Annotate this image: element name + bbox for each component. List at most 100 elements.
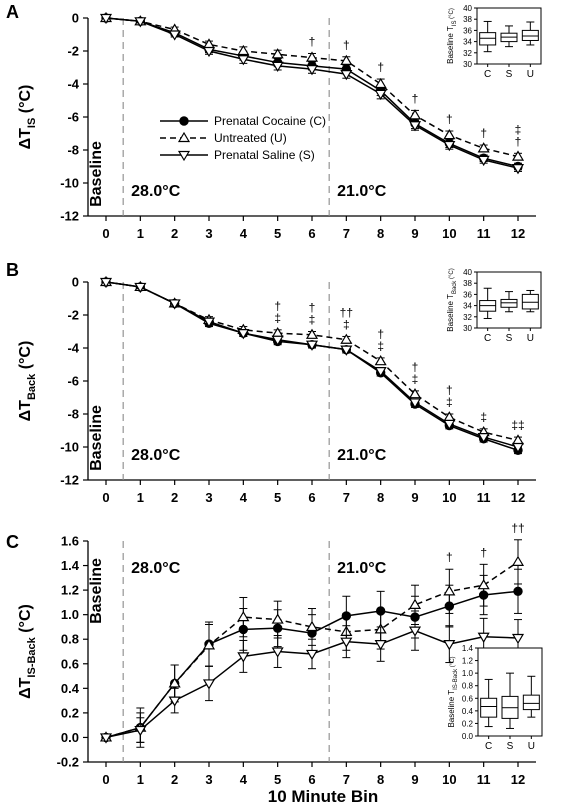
y-tick-label: 0	[72, 275, 79, 290]
data-point	[271, 647, 284, 658]
legend-label: Untreated (U)	[214, 131, 287, 145]
x-tick-label: 0	[102, 490, 109, 505]
data-point	[305, 51, 319, 62]
data-point	[134, 17, 147, 28]
data-point	[271, 335, 284, 346]
inset-category-label: S	[507, 741, 514, 752]
data-point	[237, 44, 250, 56]
data-point	[202, 317, 216, 328]
x-tick-label: 4	[240, 772, 248, 787]
inset-y-label: Baseline TIS (°C)	[446, 8, 458, 64]
data-point	[202, 46, 216, 58]
inset-category-label: C	[485, 741, 492, 752]
significance-mark: †	[446, 383, 453, 397]
x-tick-label: 10	[442, 490, 456, 505]
legend-marker	[177, 150, 191, 162]
significance-mark: ‡	[480, 410, 487, 424]
x-tick-label: 8	[377, 490, 384, 505]
inset-y-label-sub: IS-Back	[453, 668, 459, 690]
phase-label-baseline: Baseline	[88, 558, 105, 624]
x-tick-label: 10	[442, 226, 456, 241]
data-point	[237, 55, 250, 66]
data-point	[237, 329, 250, 340]
data-point	[99, 733, 113, 744]
inset-y-tick-label: 36	[463, 26, 472, 35]
y-tick-label: -2	[67, 44, 79, 59]
inset-box	[521, 29, 539, 41]
inset-y-tick-label: 34	[463, 302, 472, 311]
data-point	[408, 121, 422, 132]
y-axis-label: ΔTIS-Back (°C)	[17, 604, 38, 699]
inset-y-label-sub: Back	[452, 280, 458, 294]
inset-y-label-sub: IS	[452, 21, 458, 27]
significance-mark: †	[412, 360, 419, 374]
x-tick-label: 3	[205, 490, 212, 505]
data-point	[340, 637, 353, 648]
inset-y-tick-label: 40	[463, 268, 472, 277]
inset-box-plot: 30 32 34 36 38 40 Baseline TBack (°C) C S U	[446, 268, 542, 344]
significance-mark: †	[515, 134, 522, 148]
x-tick-label: 9	[411, 772, 418, 787]
data-point	[511, 442, 525, 454]
data-point	[443, 640, 456, 651]
x-tick-label: 11	[477, 226, 491, 241]
inset-box	[500, 298, 518, 308]
inset-box	[522, 694, 540, 711]
y-tick-label: 1.0	[61, 607, 79, 622]
inset-y-tick-label: 0.2	[462, 719, 474, 728]
y-axis-label-unit: (°C)	[17, 341, 34, 374]
panel-letter: B	[6, 260, 19, 280]
significance-mark: †	[480, 126, 487, 140]
x-tick-label: 11	[477, 490, 491, 505]
data-point	[477, 433, 490, 444]
inset-y-tick-label: 0.0	[462, 732, 474, 741]
data-point	[374, 367, 387, 378]
x-tick-label: 11	[477, 772, 491, 787]
data-point	[340, 345, 353, 356]
x-tick-label: 1	[137, 226, 144, 241]
phase-label-baseline: Baseline	[88, 141, 105, 207]
inset-y-tick-label: 0.4	[462, 707, 474, 716]
data-point	[237, 610, 250, 622]
x-tick-label: 2	[171, 226, 178, 241]
y-axis-label: ΔTBack (°C)	[17, 341, 38, 422]
data-point	[168, 677, 181, 688]
y-tick-label: -4	[67, 77, 79, 92]
data-point	[443, 419, 456, 431]
data-point	[477, 632, 490, 643]
data-point	[271, 48, 284, 59]
x-tick-label: 9	[411, 226, 418, 241]
significance-mark: †	[274, 299, 281, 313]
y-tick-label: -2	[67, 308, 79, 323]
data-point	[168, 696, 181, 707]
inset-box	[480, 697, 498, 718]
legend-label: Prenatal Saline (S)	[214, 148, 315, 162]
legend-label: Prenatal Cocaine (C)	[214, 114, 326, 128]
legend: Prenatal Cocaine (C) Untreated (U) Prenata…	[160, 114, 326, 162]
significance-mark: ‡	[377, 339, 384, 353]
inset-y-tick-label: 30	[463, 324, 472, 333]
data-point	[511, 555, 525, 566]
series-saline	[99, 13, 525, 175]
data-point	[305, 620, 319, 632]
y-tick-label: 1.4	[61, 558, 80, 573]
inset-category-label: U	[528, 741, 535, 752]
data-point	[305, 65, 319, 76]
inset-y-tick-label: 40	[463, 4, 472, 13]
x-tick-label: 7	[343, 772, 350, 787]
data-point	[374, 355, 387, 366]
phase-label-21c: 21.0°C	[337, 447, 387, 464]
x-tick-label: 6	[308, 226, 315, 241]
x-tick-label: 4	[240, 490, 248, 505]
y-tick-label: 0.4	[61, 681, 80, 696]
significance-mark: ‡	[515, 122, 522, 136]
x-tick-label: 6	[308, 772, 315, 787]
panel-letter: A	[6, 2, 19, 22]
inset-category-label: C	[484, 333, 491, 344]
x-tick-label: 8	[377, 226, 384, 241]
x-axis-label: 10 Minute Bin	[268, 787, 379, 806]
inset-y-tick-label: 30	[463, 60, 472, 69]
y-axis-label-main: ΔT	[17, 128, 34, 150]
significance-mark: †	[412, 91, 419, 105]
